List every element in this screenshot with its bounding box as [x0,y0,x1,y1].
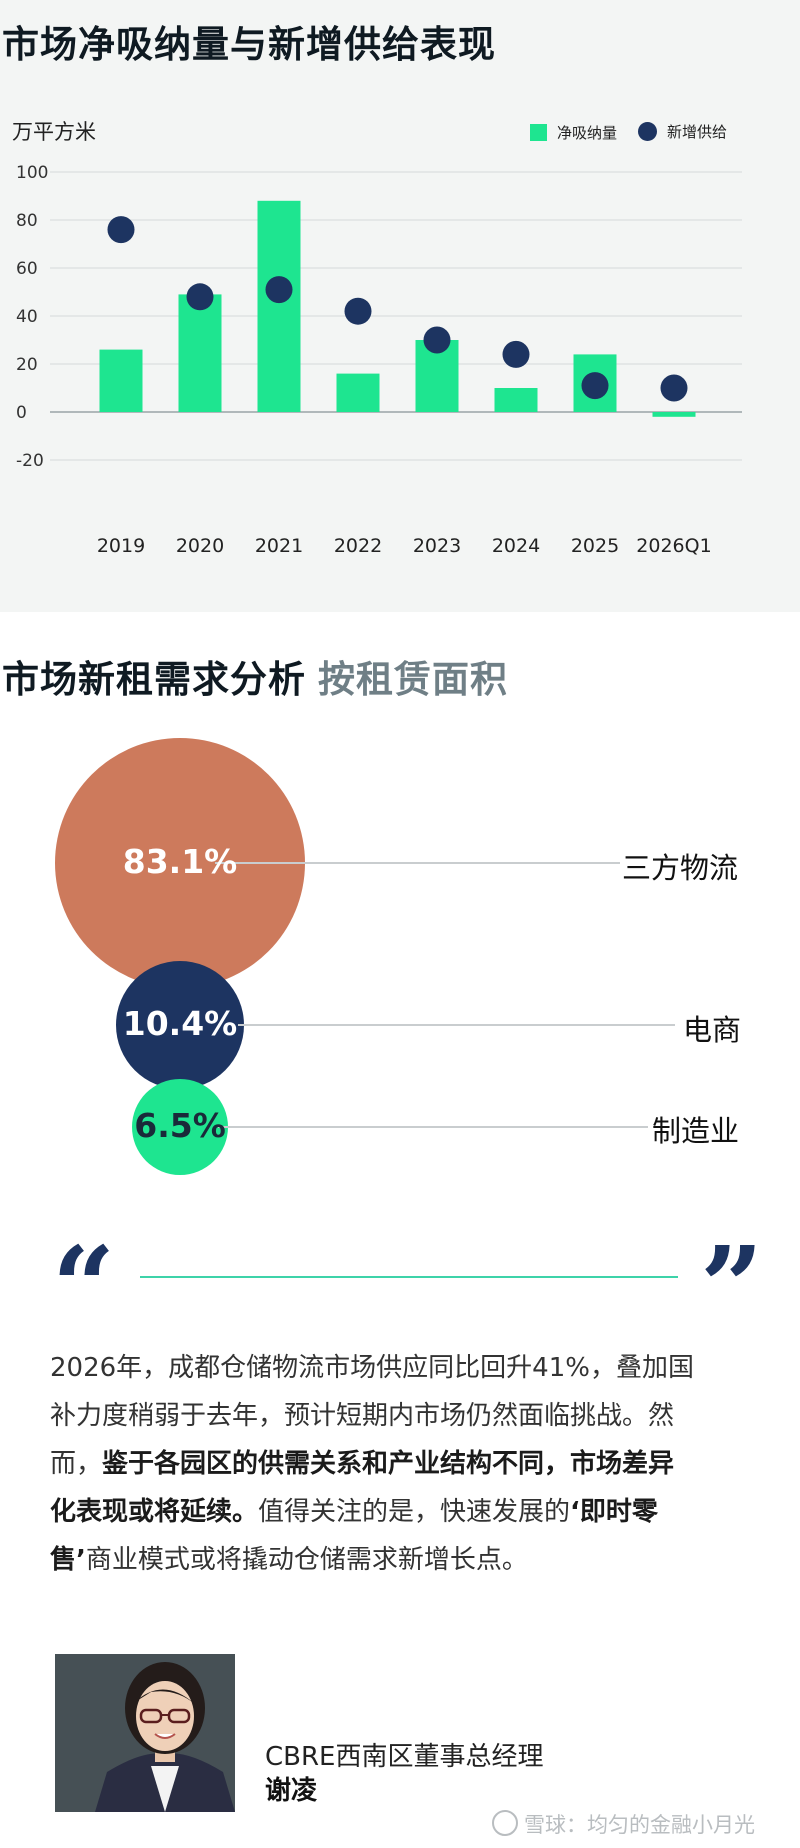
legend-supply-label: 新增供给 [667,123,728,141]
legend-absorption-label: 净吸纳量 [557,124,618,142]
x-tick-label: 2024 [492,535,540,557]
demand-bubble-chart [55,738,675,1175]
x-tick-label: 2025 [571,535,619,557]
x-tick-label: 2026Q1 [636,535,711,557]
bar-absorption [494,388,538,412]
label-manufacturing: 制造业 [652,1114,740,1148]
y-tick-label: 40 [16,307,38,327]
close-quote-icon: ” [700,1222,764,1351]
chart-title: 市场净吸纳量与新增供给表现 [2,23,496,66]
portrait-avatar [95,1662,235,1812]
open-quote-icon: “ [52,1222,116,1351]
bar-chart: 100 80 60 40 20 0 -20 2019 2020 2021 2022 2023 2024 2… [16,163,742,557]
quote-line-5: 售’商业模式或将撬动仓储需求新增长点。 [50,1545,528,1575]
y-tick-label: 0 [16,403,27,423]
speaker-name: 谢凌 [265,1776,318,1806]
legend-absorption: 净吸纳量 [530,122,617,143]
dot-new-supply [186,283,214,311]
bubble-logistics-value: 83.1% [122,842,238,881]
bubble-ecommerce [116,961,244,1089]
bar-absorption [336,373,380,412]
bubble-logistics [55,738,305,988]
speaker-photo [55,1654,235,1812]
xueqiu-logo-icon [492,1810,518,1836]
demand-section-title: 市场新租需求分析 按租赁面积 [2,649,508,703]
dot-new-supply [107,216,135,244]
chart-panel [0,0,800,612]
bar-absorption [257,200,301,412]
y-tick-label: 100 [16,163,48,183]
bar-absorption [178,294,222,412]
y-tick-label: 80 [16,211,38,231]
legend-bar-swatch [530,124,547,141]
bubble-ecommerce-value: 10.4% [122,1004,238,1043]
dot-new-supply [423,326,451,354]
y-tick-label: 20 [16,355,38,375]
x-tick-label: 2019 [97,535,145,557]
dot-new-supply [344,297,372,325]
y-axis-unit: 万平方米 [12,120,96,144]
demand-title-sub: 按租赁面积 [318,658,508,701]
bubble-manufacturing-value: 6.5% [134,1106,226,1145]
dot-new-supply [660,374,688,402]
legend-supply: 新增供给 [638,121,727,142]
bar-absorption [99,349,143,412]
x-tick-label: 2020 [176,535,224,557]
legend-dot-swatch [638,122,657,141]
dot-new-supply [581,372,609,400]
quote-line-3: 而，鉴于各园区的供需关系和产业结构不同，市场差异 [50,1449,675,1479]
label-ecommerce: 电商 [683,1013,742,1047]
quote-line-2: 补力度稍弱于去年，预计短期内市场仍然面临挑战。然 [50,1401,675,1431]
label-logistics: 三方物流 [622,851,739,885]
dot-new-supply [265,276,293,304]
y-tick-label: -20 [16,451,44,471]
bar-absorption [652,412,696,417]
demand-title-main: 市场新租需求分析 [2,658,306,701]
x-tick-label: 2021 [255,535,303,557]
watermark: 雪球：均匀的金融小月光 [492,1809,755,1839]
x-tick-label: 2023 [413,535,461,557]
speaker-title: CBRE西南区董事总经理 [265,1742,544,1772]
x-tick-label: 2022 [334,535,382,557]
quote-divider [140,1276,678,1278]
quote-line-1: 2026年，成都仓储物流市场供应同比回升41%，叠加国 [50,1353,694,1383]
dot-new-supply [502,340,530,368]
quote-paragraph: 2026年，成都仓储物流市场供应同比回升41%，叠加国 补力度稍弱于去年，预计短… [50,1344,770,1584]
quote-line-4: 化表现或将延续。值得关注的是，快速发展的‘即时零 [50,1497,658,1527]
bubble-manufacturing [132,1079,228,1175]
y-tick-label: 60 [16,259,38,279]
